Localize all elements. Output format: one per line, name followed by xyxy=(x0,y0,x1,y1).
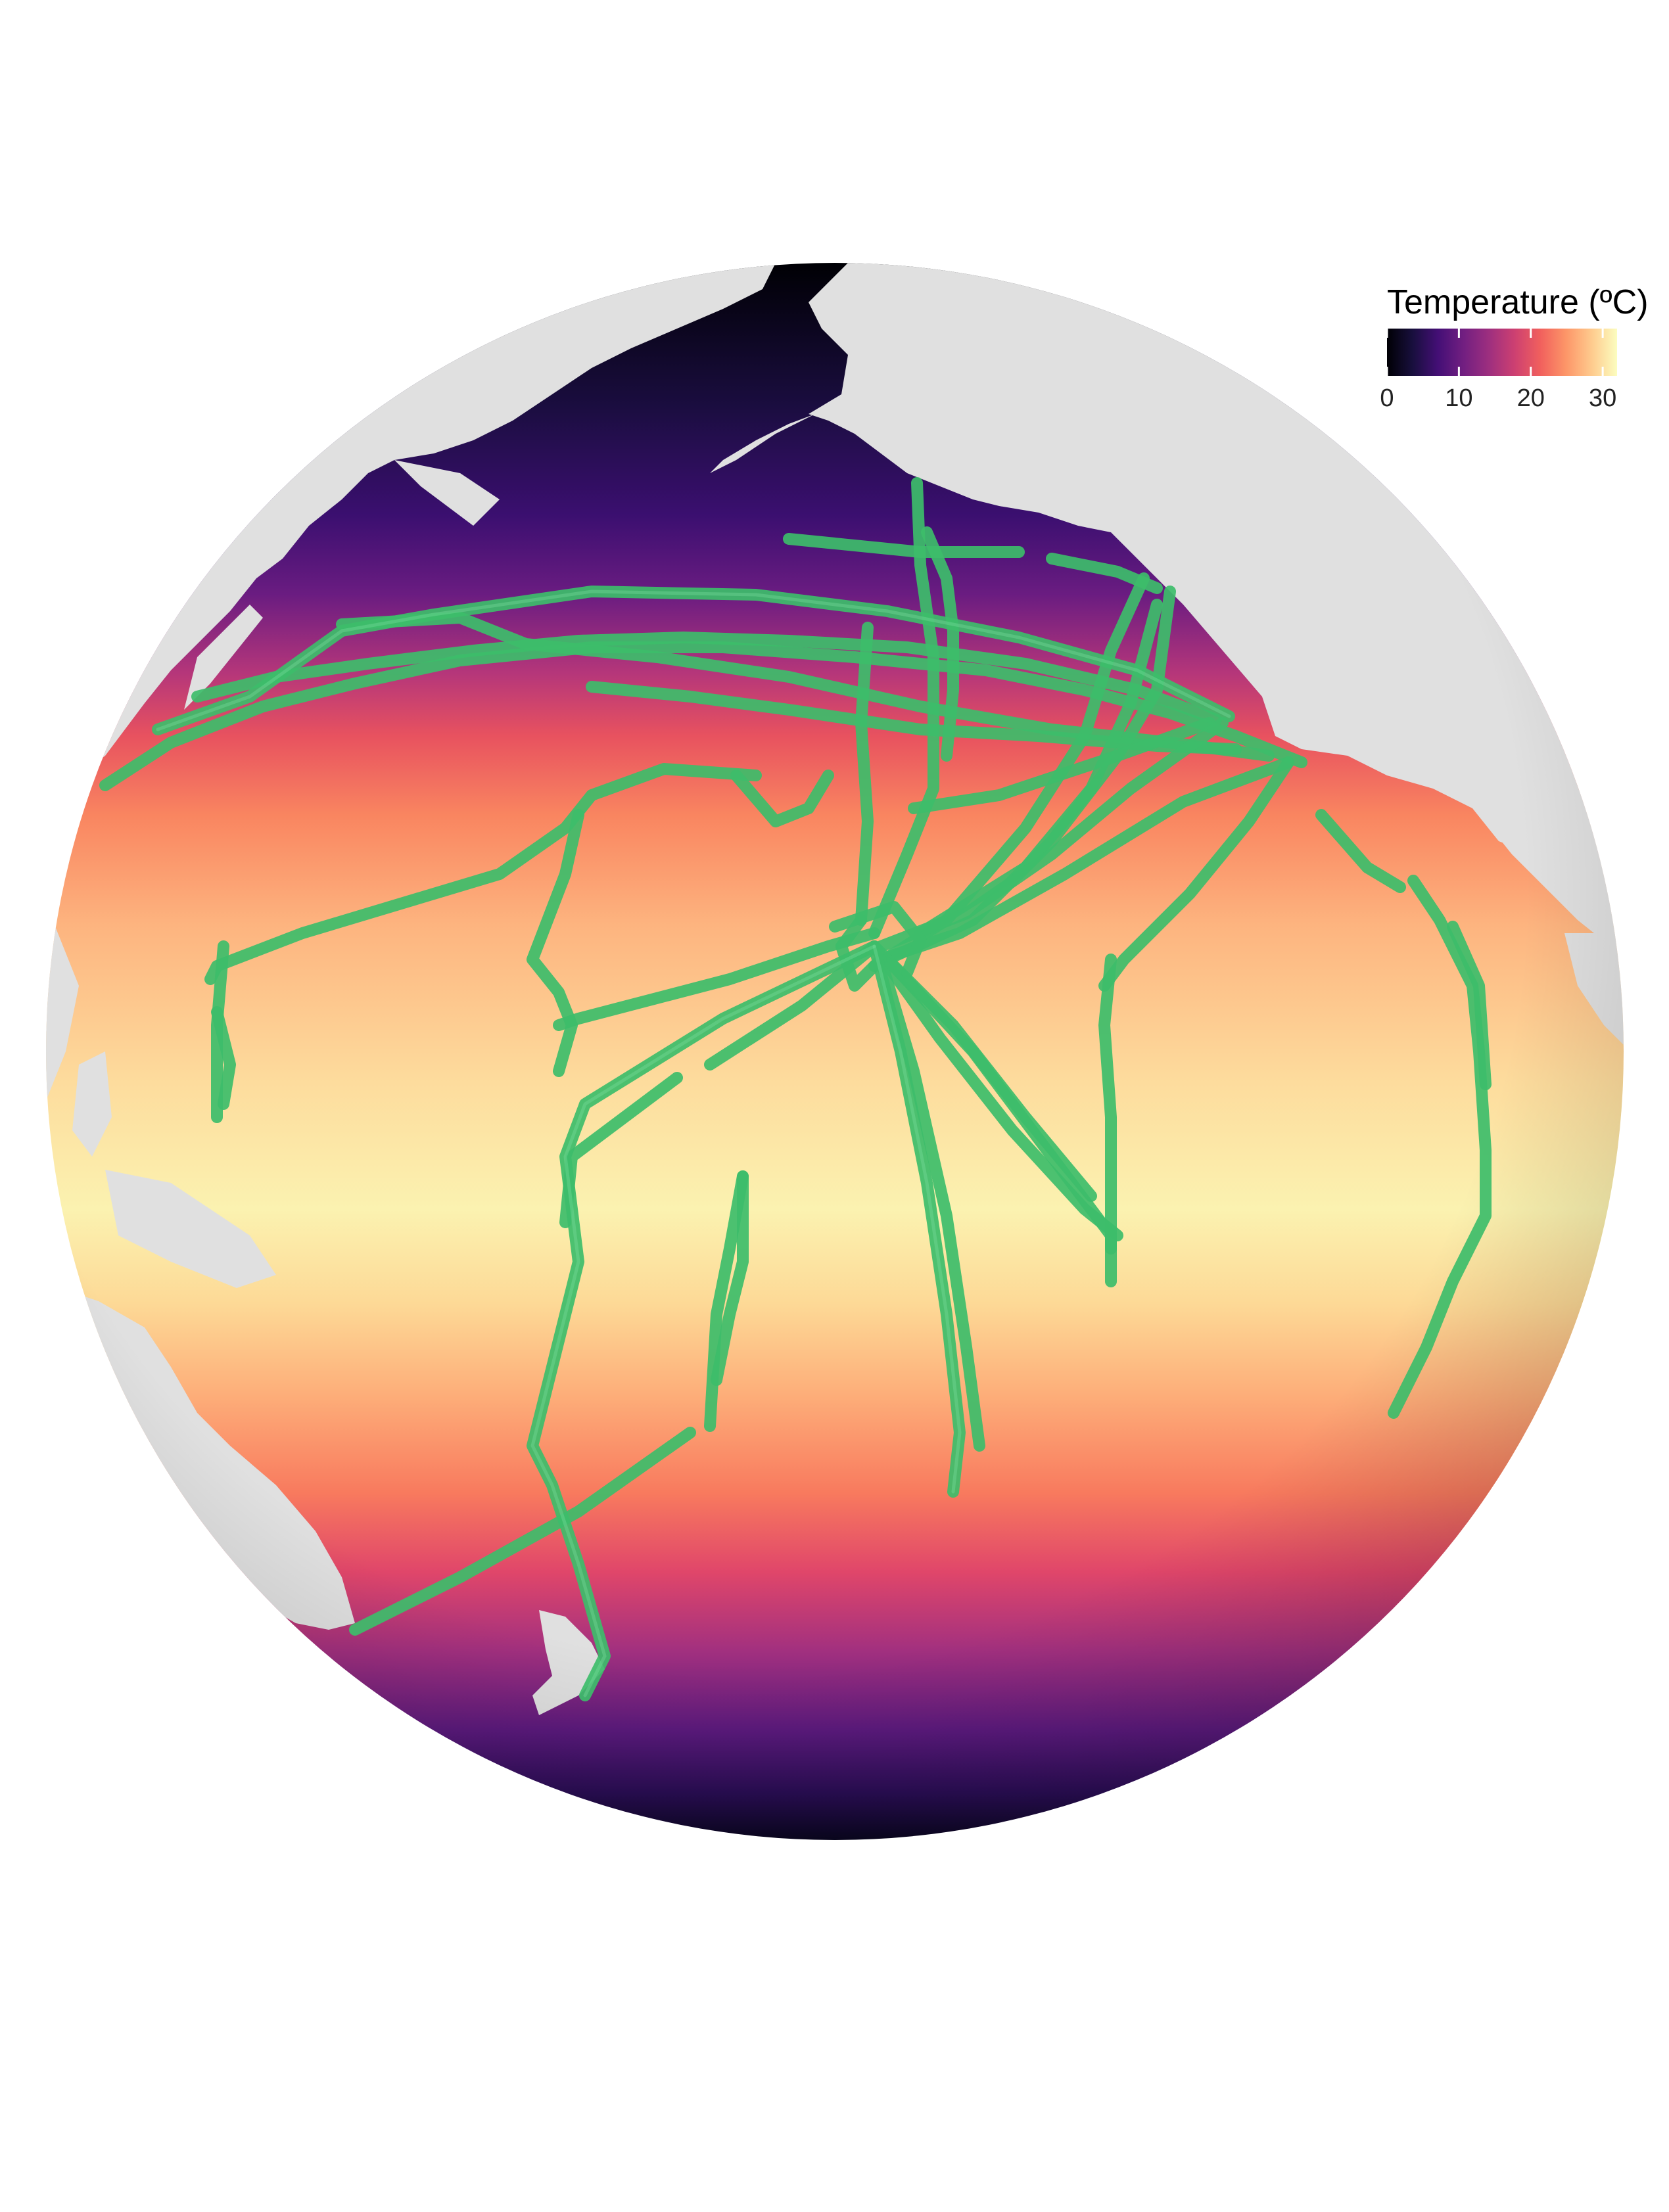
globe-shading xyxy=(46,263,1624,1840)
legend-title: Temperature (ºC) xyxy=(1387,283,1649,322)
globe-surface xyxy=(39,263,1630,1840)
track xyxy=(1104,959,1111,1249)
legend-tick-label: 0 xyxy=(1380,384,1394,413)
legend-colorbar xyxy=(1387,329,1617,376)
track xyxy=(861,628,868,920)
legend-tick-label: 20 xyxy=(1517,384,1545,413)
legend-tick-label: 10 xyxy=(1445,384,1472,413)
legend-tick-label: 30 xyxy=(1589,384,1616,413)
